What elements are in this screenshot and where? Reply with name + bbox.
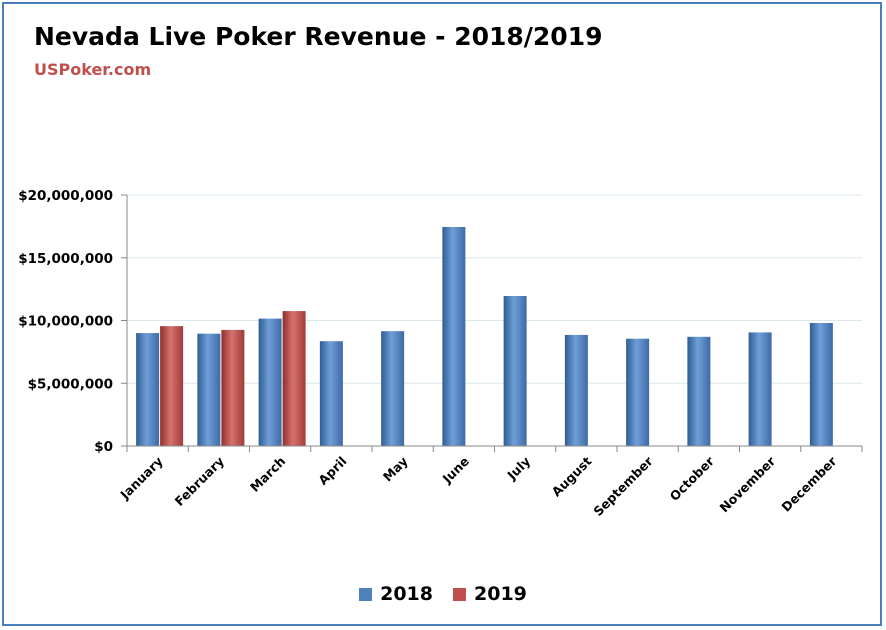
x-tick-label: May bbox=[380, 454, 411, 485]
x-tick-label: October bbox=[667, 453, 718, 504]
bar-2018-may bbox=[381, 331, 405, 446]
y-tick-label: $0 bbox=[94, 439, 113, 455]
bar-2019-january bbox=[160, 326, 184, 446]
legend-swatch bbox=[453, 587, 466, 601]
bar-2018-december bbox=[809, 323, 833, 446]
legend-item-2018: 2018 bbox=[359, 583, 433, 605]
legend-label: 2018 bbox=[380, 583, 433, 605]
y-tick-label: $15,000,000 bbox=[18, 251, 113, 267]
bar-2018-october bbox=[687, 336, 711, 446]
legend-item-2019: 2019 bbox=[453, 583, 527, 605]
x-tick-label: September bbox=[590, 453, 656, 519]
y-tick-label: $5,000,000 bbox=[28, 376, 113, 392]
bars bbox=[136, 227, 833, 446]
bar-2018-march bbox=[258, 318, 282, 446]
gridlines bbox=[127, 194, 862, 384]
x-tick-label: July bbox=[504, 454, 534, 484]
chart-subtitle: USPoker.com bbox=[34, 60, 152, 79]
x-tick-label: December bbox=[778, 453, 840, 515]
x-tick-label: June bbox=[439, 454, 472, 487]
x-tick-label: February bbox=[172, 454, 227, 509]
legend-swatch bbox=[359, 587, 373, 601]
bar-2019-february bbox=[221, 329, 245, 446]
bar-2018-january bbox=[136, 333, 160, 446]
y-tick-label: $10,000,000 bbox=[18, 314, 113, 330]
x-tick-label: April bbox=[315, 454, 349, 488]
bar-2018-september bbox=[626, 338, 650, 446]
x-tick-label: January bbox=[117, 454, 166, 503]
x-tick-label: March bbox=[247, 454, 288, 495]
bar-2018-april bbox=[319, 341, 343, 446]
bar-2018-june bbox=[442, 227, 466, 446]
bar-2018-november bbox=[748, 332, 772, 446]
bar-2018-august bbox=[564, 334, 588, 446]
x-tick-label: November bbox=[717, 453, 779, 515]
x-tick-label: August bbox=[549, 454, 595, 500]
bar-2018-july bbox=[503, 296, 527, 446]
axes bbox=[121, 194, 863, 452]
bar-2018-february bbox=[197, 333, 221, 446]
chart-title: Nevada Live Poker Revenue - 2018/2019 bbox=[34, 22, 603, 51]
bar-2019-march bbox=[282, 311, 306, 446]
y-tick-label: $20,000,000 bbox=[18, 188, 113, 204]
legend-label: 2019 bbox=[474, 583, 527, 605]
legend: 2018 2019 bbox=[0, 583, 886, 605]
